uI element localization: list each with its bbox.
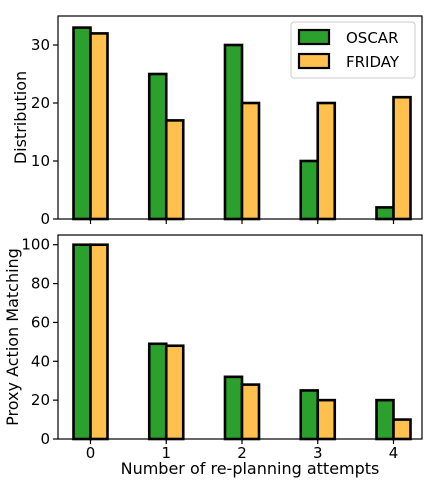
bar-oscar-3 bbox=[299, 389, 320, 441]
y-tick-label: 0 bbox=[40, 210, 50, 228]
bar-oscar-2 bbox=[223, 43, 244, 221]
x-tick-label: 2 bbox=[237, 444, 247, 462]
x-tick-label: 1 bbox=[161, 444, 171, 462]
bar-friday-1 bbox=[164, 344, 185, 441]
y-tick-label: 40 bbox=[31, 352, 50, 370]
bar-oscar-0 bbox=[72, 26, 92, 221]
panel-proxy-action-matching: 0 20 40 60 80 100 0 1 2 3 4 Proxy Action Matching Nu… bbox=[3, 234, 423, 478]
legend-label-oscar: OSCAR bbox=[346, 29, 399, 47]
legend-swatch-oscar bbox=[297, 28, 331, 46]
bar-oscar-1 bbox=[147, 342, 168, 441]
x-tick-label: 3 bbox=[313, 444, 323, 462]
y-tick-label: 0 bbox=[40, 430, 50, 448]
bar-friday-3 bbox=[316, 101, 337, 221]
y-tick-label: 10 bbox=[31, 152, 50, 170]
bar-friday-0 bbox=[89, 32, 109, 221]
y-tick-label: 100 bbox=[21, 236, 50, 254]
bar-friday-0 bbox=[89, 243, 109, 441]
y-tick-label: 20 bbox=[31, 94, 50, 112]
bar-friday-4 bbox=[392, 418, 412, 441]
y-tick-label: 80 bbox=[31, 275, 50, 293]
x-axis-label: Number of re-planning attempts bbox=[121, 459, 380, 478]
y-tick-label: 20 bbox=[31, 391, 50, 409]
x-tick-label: 0 bbox=[86, 444, 96, 462]
bar-friday-4 bbox=[392, 95, 412, 221]
legend-swatch-friday bbox=[297, 52, 331, 70]
y-axis-label: Proxy Action Matching bbox=[3, 248, 22, 426]
bar-oscar-3 bbox=[299, 159, 320, 221]
bar-oscar-4 bbox=[375, 206, 395, 221]
y-axis-label: Distribution bbox=[11, 71, 30, 164]
y-tick-label: 30 bbox=[31, 36, 50, 54]
axes-frame bbox=[57, 234, 423, 440]
bar-friday-2 bbox=[240, 101, 261, 221]
bar-oscar-4 bbox=[375, 398, 395, 441]
y-tick-label: 60 bbox=[31, 313, 50, 331]
bar-friday-2 bbox=[240, 383, 261, 441]
bar-oscar-1 bbox=[147, 72, 168, 221]
bar-oscar-2 bbox=[223, 375, 244, 441]
legend: OSCAR FRIDAY bbox=[290, 21, 416, 79]
axes-frame bbox=[57, 15, 423, 220]
x-tick-label: 4 bbox=[389, 444, 399, 462]
legend-label-friday: FRIDAY bbox=[346, 53, 400, 71]
bar-friday-1 bbox=[164, 119, 185, 221]
bar-oscar-0 bbox=[72, 243, 92, 441]
bar-friday-3 bbox=[316, 398, 337, 441]
